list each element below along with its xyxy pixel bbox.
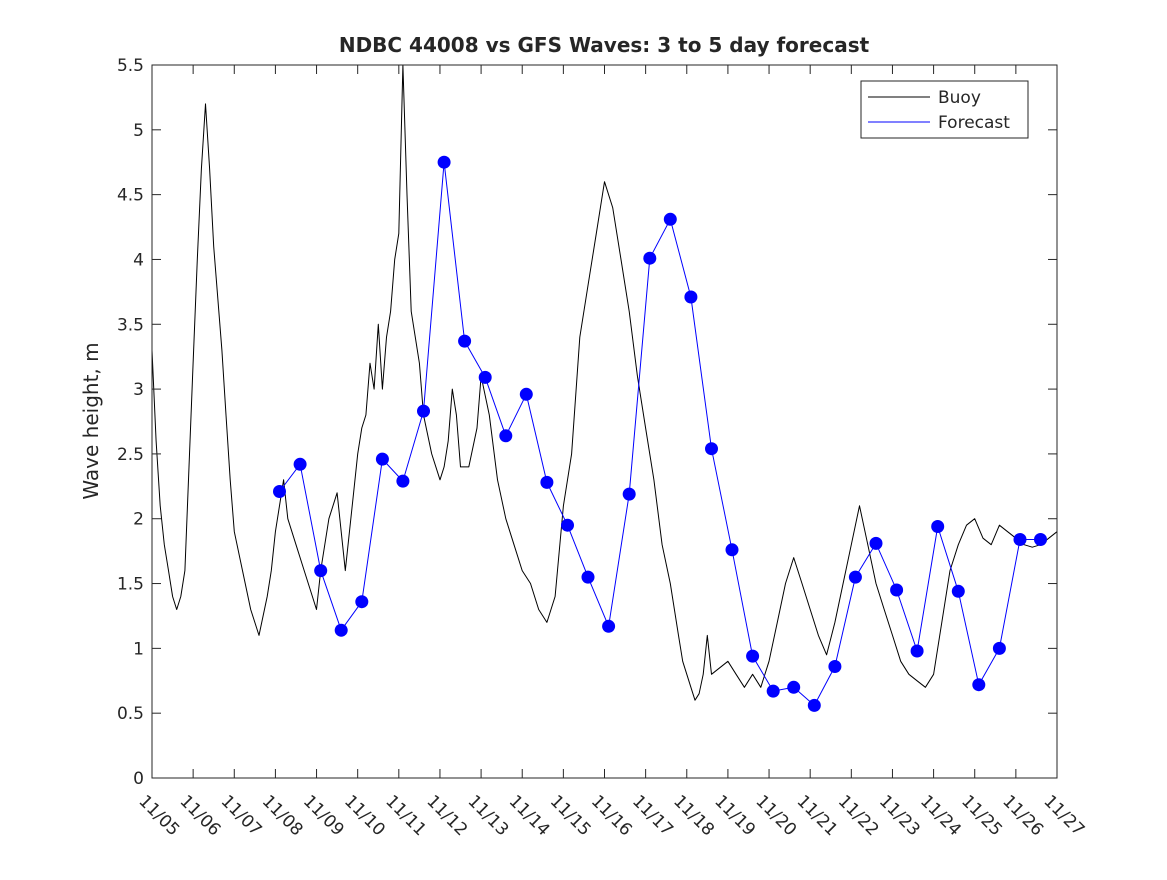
forecast-point [890, 583, 904, 597]
forecast-point [622, 487, 636, 501]
y-tick-label: 3 [133, 380, 144, 400]
forecast-point [992, 641, 1006, 655]
forecast-point [746, 649, 760, 663]
forecast-point [519, 387, 533, 401]
y-tick-label: 2.5 [117, 445, 144, 465]
y-tick-label: 3.5 [117, 315, 144, 335]
forecast-point [437, 155, 451, 169]
forecast-point [478, 370, 492, 384]
forecast-point [787, 680, 801, 694]
legend: Buoy Forecast [860, 80, 1029, 139]
forecast-point [931, 520, 945, 533]
forecast-point [417, 404, 430, 418]
forecast-line [279, 161, 1041, 706]
forecast-point [1034, 533, 1047, 546]
y-axis-label: Wave height, m [79, 342, 103, 499]
forecast-point [807, 698, 821, 712]
forecast-point [951, 584, 965, 598]
forecast-point [355, 595, 369, 609]
y-tick-label: 0 [133, 769, 144, 789]
forecast-point [910, 644, 924, 658]
y-tick-label: 4 [133, 250, 144, 270]
y-tick-label: 1.5 [117, 575, 144, 595]
forecast-point [314, 564, 328, 578]
buoy-series [151, 64, 1058, 701]
forecast-point [293, 457, 307, 471]
y-tick-label: 5 [133, 121, 144, 141]
legend-box [860, 80, 1029, 139]
forecast-point [828, 660, 842, 673]
y-tick-label: 0.5 [117, 704, 144, 724]
forecast-point [705, 442, 718, 456]
chart-title: NDBC 44008 vs GFS Waves: 3 to 5 day fore… [339, 33, 870, 57]
plot-area [152, 65, 1057, 778]
forecast-point [725, 543, 739, 557]
y-tick-label: 2 [133, 510, 144, 530]
forecast-point [273, 485, 286, 498]
forecast-point [396, 474, 410, 488]
forecast-point [540, 475, 554, 489]
y-tick-label: 4.5 [117, 186, 144, 206]
forecast-point [334, 623, 348, 637]
y-axis: 0 0.5 1 1.5 2 2.5 3 3.5 4 4.5 5 5.5 [117, 56, 1057, 789]
forecast-point [375, 452, 389, 466]
legend-forecast-label: Forecast [938, 113, 1010, 133]
forecast-point [684, 290, 698, 304]
forecast-point [458, 334, 472, 348]
buoy-line [151, 64, 1058, 701]
forecast-point [499, 429, 513, 443]
legend-buoy-label: Buoy [938, 88, 981, 108]
forecast-point [581, 570, 595, 584]
y-tick-label: 1 [133, 639, 144, 659]
forecast-series [273, 155, 1047, 712]
forecast-point [663, 212, 677, 226]
forecast-point [972, 678, 986, 692]
forecast-point [766, 684, 780, 698]
forecast-point [848, 570, 862, 584]
forecast-point [643, 251, 657, 265]
forecast-point [1013, 533, 1027, 546]
forecast-point [561, 518, 574, 532]
forecast-point [869, 536, 883, 550]
forecast-point [602, 619, 616, 633]
y-tick-label: 5.5 [117, 56, 144, 76]
